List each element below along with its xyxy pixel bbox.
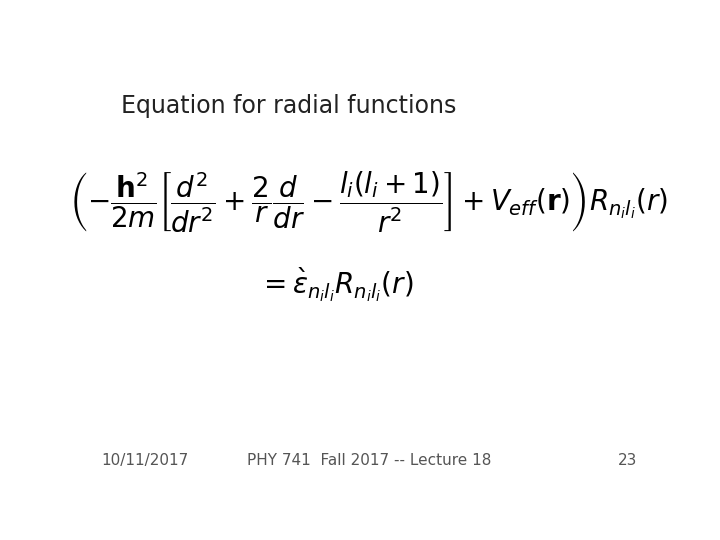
Text: $=\grave{\varepsilon}_{n_{i}l_{i}}R_{n_{i}l_{i}}(r)$: $=\grave{\varepsilon}_{n_{i}l_{i}}R_{n_{… (258, 266, 413, 305)
Text: 23: 23 (618, 453, 637, 468)
Text: $\left(-\dfrac{\mathbf{h}^{2}}{2m}\left[\dfrac{d^{2}}{dr^{2}}+\dfrac{2}{r}\dfrac: $\left(-\dfrac{\mathbf{h}^{2}}{2m}\left[… (69, 170, 669, 235)
Text: Equation for radial functions: Equation for radial functions (121, 94, 456, 118)
Text: 10/11/2017: 10/11/2017 (101, 453, 189, 468)
Text: PHY 741  Fall 2017 -- Lecture 18: PHY 741 Fall 2017 -- Lecture 18 (247, 453, 491, 468)
